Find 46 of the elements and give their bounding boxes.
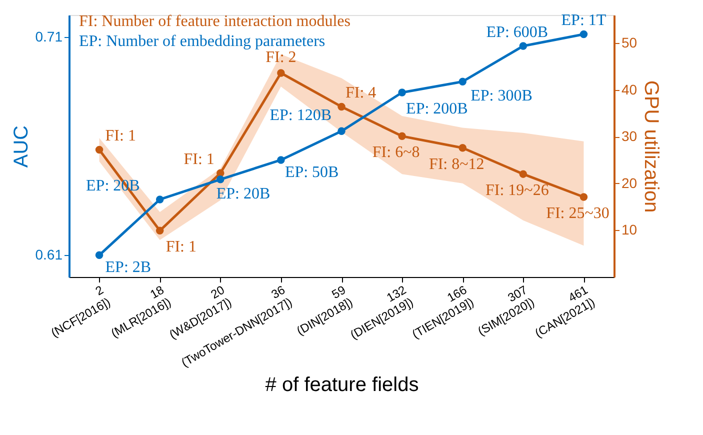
point xyxy=(95,146,104,154)
annotation: FI: 19~26 xyxy=(486,182,549,200)
point xyxy=(156,226,164,235)
y2-tick-label: 10 xyxy=(622,222,638,238)
y2-tick-label: 20 xyxy=(622,174,638,191)
text: FI: Number of feature interaction modules xyxy=(79,13,350,30)
point xyxy=(580,193,588,201)
point xyxy=(398,88,406,96)
y2-tick-label: 30 xyxy=(622,128,638,144)
point xyxy=(277,156,285,164)
y-tick-label: 0.71 xyxy=(35,28,63,44)
y2-tick-label: 40 xyxy=(622,81,638,98)
annotation: EP: 1T xyxy=(561,12,606,30)
annotation: EP: 20B xyxy=(216,185,270,202)
annotation: EP: 600B xyxy=(486,24,548,42)
x-axis-title: # of feature fields xyxy=(265,374,419,396)
annotation: EP: 2B xyxy=(105,259,152,276)
annotation: FI: 1 xyxy=(184,151,214,168)
point xyxy=(277,69,285,77)
text: EP: Number of embedding parameters xyxy=(79,33,326,50)
point xyxy=(519,170,528,178)
annotation: FI: 1 xyxy=(166,238,197,256)
annotation: EP: 50B xyxy=(284,164,339,181)
y-tick-label: 0.61 xyxy=(35,246,63,263)
point xyxy=(398,132,406,140)
annotation: EP: 200B xyxy=(406,100,468,118)
annotation: FI: 8~12 xyxy=(428,156,484,173)
point xyxy=(95,251,104,260)
point xyxy=(580,30,588,38)
point xyxy=(519,42,528,50)
y-axis-title: AUC xyxy=(10,125,32,168)
annotation: FI: 1 xyxy=(105,128,136,145)
point xyxy=(338,127,346,136)
annotation: FI: 25~30 xyxy=(546,204,610,222)
point xyxy=(338,102,346,111)
y2-axis-title: GPU utilization xyxy=(640,80,662,213)
point xyxy=(458,78,466,86)
annotation: FI: 4 xyxy=(346,84,376,102)
point xyxy=(156,196,164,204)
annotation: FI: 6~8 xyxy=(372,144,420,162)
annotation: EP: 300B xyxy=(470,88,532,105)
y2-tick-label: 50 xyxy=(622,34,638,51)
annotation: EP: 120B xyxy=(270,107,332,124)
point xyxy=(216,176,224,184)
point xyxy=(458,144,466,152)
annotation: FI: 2 xyxy=(266,49,296,66)
